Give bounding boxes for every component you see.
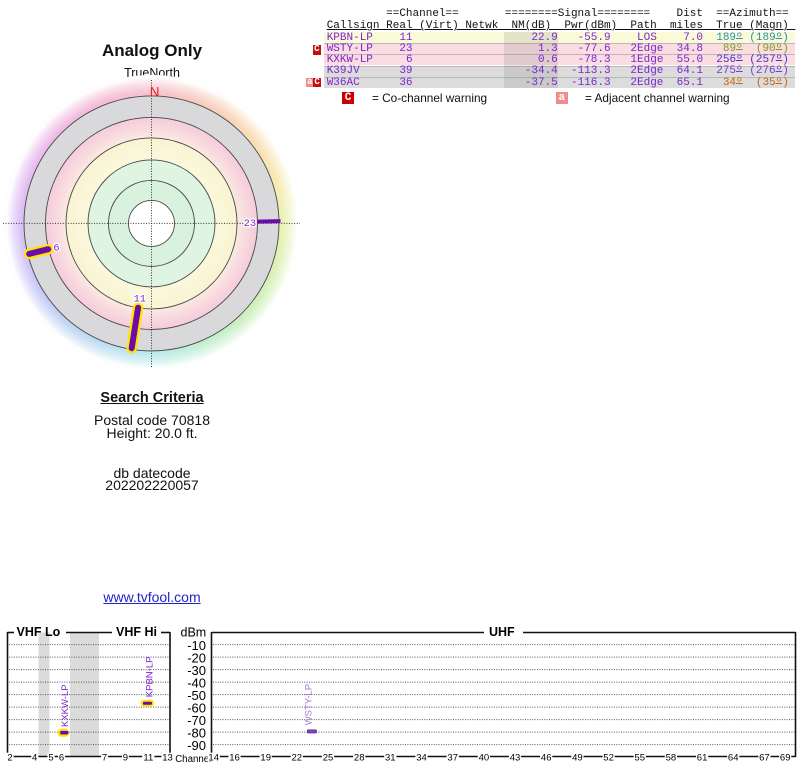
svg-text:2: 2 xyxy=(7,752,12,763)
svg-text:13: 13 xyxy=(162,752,173,763)
svg-text:37: 37 xyxy=(447,752,458,763)
svg-text:-80: -80 xyxy=(187,726,206,741)
svg-text:N: N xyxy=(150,84,160,99)
svg-text:dBm: dBm xyxy=(181,626,207,640)
svg-text:52: 52 xyxy=(603,752,614,763)
svg-text:-20: -20 xyxy=(187,651,206,666)
svg-text:WSTY-LP: WSTY-LP xyxy=(303,684,314,725)
svg-text:9: 9 xyxy=(123,752,128,763)
svg-text:64: 64 xyxy=(728,752,739,763)
svg-text:-40: -40 xyxy=(187,676,206,691)
svg-text:49: 49 xyxy=(572,752,583,763)
svg-text:6: 6 xyxy=(53,242,59,254)
svg-text:16: 16 xyxy=(229,752,240,763)
svg-text:-70: -70 xyxy=(187,713,206,728)
svg-text:22: 22 xyxy=(292,752,303,763)
svg-text:KPBN-LP: KPBN-LP xyxy=(144,657,155,698)
svg-text:6: 6 xyxy=(59,752,64,763)
svg-text:61: 61 xyxy=(697,752,708,763)
svg-text:19: 19 xyxy=(260,752,271,763)
svg-text:58: 58 xyxy=(666,752,677,763)
svg-text:5: 5 xyxy=(48,752,53,763)
svg-text:31: 31 xyxy=(385,752,396,763)
svg-text:11: 11 xyxy=(134,294,146,306)
svg-text:VHF Lo: VHF Lo xyxy=(17,625,61,639)
svg-text:4: 4 xyxy=(32,752,37,763)
svg-text:69: 69 xyxy=(780,752,791,763)
svg-text:-50: -50 xyxy=(187,688,206,703)
svg-text:23: 23 xyxy=(244,218,256,230)
svg-text:-90: -90 xyxy=(187,738,206,753)
svg-text:34: 34 xyxy=(416,752,427,763)
svg-text:67: 67 xyxy=(759,752,770,763)
svg-text:7: 7 xyxy=(102,752,107,763)
svg-text:40: 40 xyxy=(479,752,490,763)
svg-text:28: 28 xyxy=(354,752,365,763)
svg-text:UHF: UHF xyxy=(489,625,515,639)
svg-text:Channel: Channel xyxy=(175,754,211,765)
svg-text:-30: -30 xyxy=(187,663,206,678)
svg-text:43: 43 xyxy=(510,752,521,763)
svg-text:KXKW-LP: KXKW-LP xyxy=(60,684,71,727)
svg-text:46: 46 xyxy=(541,752,552,763)
svg-text:-60: -60 xyxy=(187,701,206,716)
svg-text:14: 14 xyxy=(208,752,219,763)
svg-text:55: 55 xyxy=(634,752,645,763)
svg-text:25: 25 xyxy=(323,752,334,763)
svg-text:11: 11 xyxy=(143,752,153,763)
svg-text:-10: -10 xyxy=(187,638,206,653)
svg-text:VHF Hi: VHF Hi xyxy=(116,625,157,639)
